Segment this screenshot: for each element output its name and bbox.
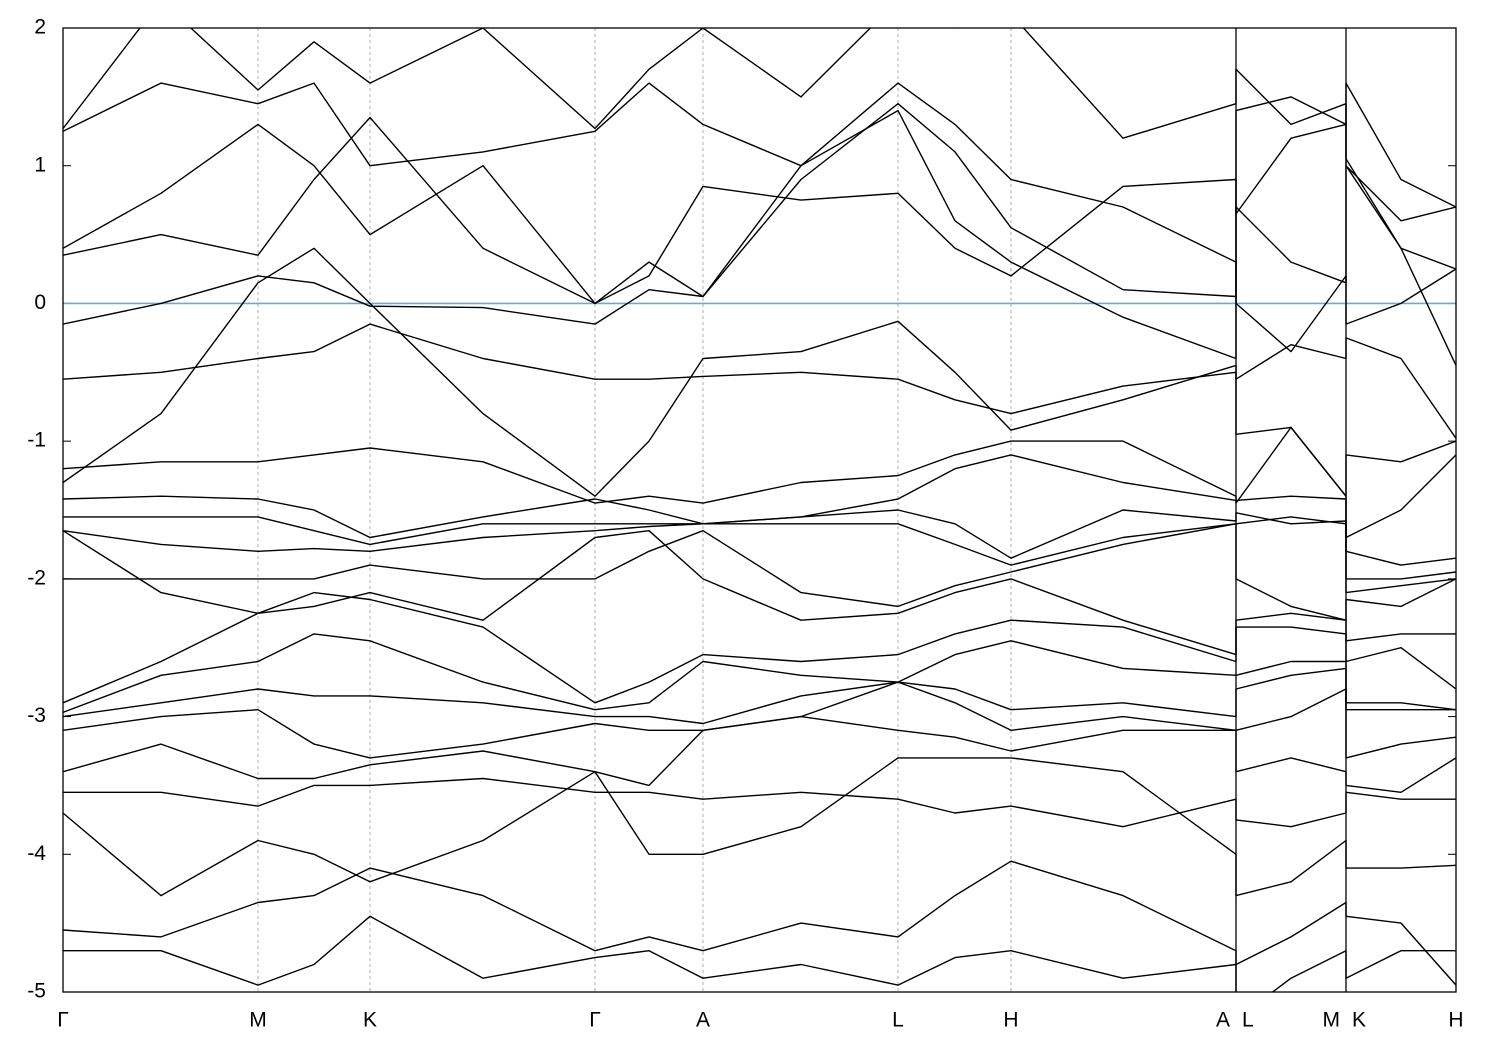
x-tick-label: Γ (589, 1009, 601, 1032)
y-tick-label: 1 (34, 153, 46, 176)
grid (62, 27, 1457, 993)
x-tick-label: A (696, 1009, 710, 1032)
y-tick-label: -3 (27, 704, 46, 727)
x-tick-label: A (1216, 1009, 1230, 1032)
x-tick-label: M (249, 1009, 267, 1032)
band (63, 509, 1456, 580)
band (63, 757, 1456, 897)
band (63, 667, 1456, 725)
band (63, 426, 1456, 539)
band (63, 28, 1456, 366)
bands (63, 28, 1456, 992)
plot-frame (62, 27, 1457, 993)
x-tick-label: L (892, 1009, 904, 1032)
x-tick-label: Γ (57, 1009, 69, 1032)
band (63, 103, 1456, 305)
y-tick-label: -5 (27, 980, 46, 1003)
y-tick-label: -1 (27, 429, 46, 452)
band (63, 82, 1456, 353)
band (63, 530, 1456, 656)
band (63, 860, 1456, 986)
band (63, 681, 1456, 759)
band (63, 123, 1456, 305)
y-tick-label: 2 (34, 16, 46, 39)
band (63, 523, 1456, 642)
band (63, 633, 1456, 714)
band (63, 777, 1456, 828)
band (63, 915, 1456, 992)
x-tick-label: H (1003, 1009, 1018, 1032)
x-tick-label: M (1323, 1009, 1341, 1032)
y-tick-label: 0 (34, 291, 46, 314)
x-tick-label: L (1242, 1009, 1254, 1032)
band (63, 82, 1456, 360)
band (63, 323, 1456, 439)
y-tick-label: -4 (27, 842, 46, 865)
band (63, 516, 1456, 594)
x-tick-label: K (363, 1009, 377, 1032)
x-tick-label: H (1448, 1009, 1463, 1032)
y-tick-label: -2 (27, 566, 46, 589)
x-tick-label: K (1352, 1009, 1366, 1032)
band (63, 454, 1456, 566)
band (63, 591, 1456, 704)
band (63, 715, 1456, 793)
